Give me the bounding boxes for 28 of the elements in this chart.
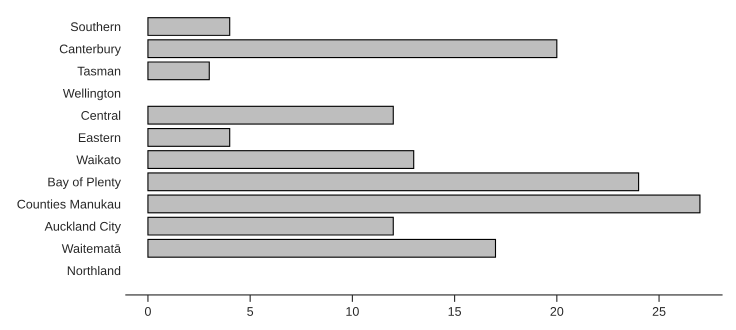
y-tick-label: Canterbury [60, 44, 121, 56]
y-tick-label: Wellington [62, 88, 120, 100]
x-tick-label: 25 [652, 307, 666, 316]
bar [147, 150, 414, 170]
y-tick-label: Auckland City [44, 222, 121, 234]
bar [147, 106, 394, 125]
bar [147, 172, 640, 192]
y-tick-label: Northland [68, 266, 120, 276]
x-tick-label: 0 [144, 307, 151, 316]
x-tick-label: 10 [346, 307, 359, 316]
bar [147, 17, 230, 36]
x-tick-label: 20 [550, 307, 564, 316]
y-tick-label: Tasman [78, 66, 120, 76]
y-tick-label: Eastern [78, 133, 120, 142]
bar [147, 61, 210, 80]
x-tick-label: 15 [448, 307, 462, 316]
bar [147, 128, 230, 147]
x-tick-label: 5 [247, 307, 254, 316]
bar [147, 216, 394, 236]
y-tick-label: Central [81, 110, 120, 120]
y-tick-label: Waitematā [62, 244, 121, 253]
y-tick-label: Bay of Plenty [48, 177, 121, 189]
bar [147, 238, 496, 258]
y-tick-label: Waikato [76, 155, 120, 164]
bar [147, 194, 700, 214]
bar [147, 39, 558, 58]
y-tick-label: Southern [70, 22, 120, 32]
y-tick-label: Counties Manukau [17, 199, 120, 209]
